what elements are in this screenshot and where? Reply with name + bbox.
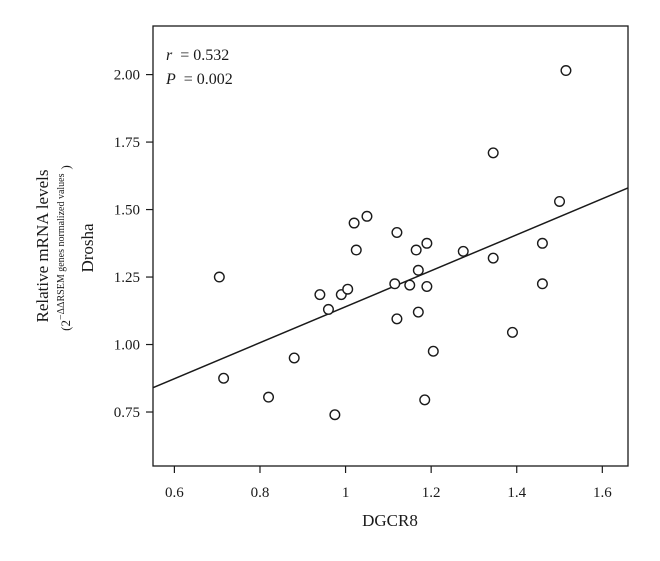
data-point: [404, 279, 416, 291]
data-point: [412, 264, 424, 276]
data-point: [391, 227, 403, 239]
y-tick-label: 0.75: [114, 405, 140, 421]
data-point: [329, 409, 341, 421]
data-point: [389, 278, 401, 290]
data-point: [536, 237, 548, 249]
x-tick-label: 1.2: [422, 485, 441, 501]
y-axis-subtitle-prefix: (2: [58, 320, 73, 331]
y-axis-gene-label: Drosha: [78, 223, 97, 273]
data-point: [263, 391, 275, 403]
data-point: [361, 210, 373, 222]
stat-r-var: r: [166, 47, 173, 64]
data-point: [348, 217, 360, 229]
y-axis-subtitle: (2−ΔΔRSEM genes normalized values): [56, 165, 73, 331]
stat-p: P = 0.002: [165, 71, 233, 88]
x-tick-label: 0.6: [165, 485, 184, 501]
x-tick-label: 0.8: [251, 485, 270, 501]
y-tick-label: 1.00: [114, 338, 140, 354]
data-point: [322, 303, 334, 315]
data-point: [421, 237, 433, 249]
x-tick-label: 1.6: [593, 485, 612, 501]
y-axis-title: Relative mRNA levels: [33, 170, 52, 323]
data-point: [314, 289, 326, 301]
data-point: [391, 313, 403, 325]
plot-frame: [152, 25, 629, 467]
stat-r: r = 0.532: [166, 47, 229, 64]
data-point: [536, 278, 548, 290]
data-point: [421, 280, 433, 292]
data-point: [487, 147, 499, 159]
data-point: [560, 65, 572, 77]
data-point: [412, 306, 424, 318]
y-axis-subtitle-superscript: −ΔΔRSEM genes normalized values: [56, 173, 67, 320]
y-axis-subtitle-suffix: ): [58, 165, 73, 169]
data-point: [506, 326, 518, 338]
y-tick-label: 1.75: [114, 135, 140, 151]
data-point: [288, 352, 300, 364]
data-point: [350, 244, 362, 256]
stat-p-value: = 0.002: [184, 71, 233, 88]
data-point: [427, 345, 439, 357]
y-tick-label: 2.00: [114, 68, 140, 84]
y-axis: 0.75 1.00 1.25 1.50 1.75 2.00: [114, 68, 153, 421]
data-point: [218, 372, 230, 384]
data-point: [554, 195, 566, 207]
data-point: [213, 271, 225, 283]
y-tick-label: 1.25: [114, 270, 140, 286]
y-tick-label: 1.50: [114, 203, 140, 219]
data-point: [419, 394, 431, 406]
stat-r-value: = 0.532: [180, 47, 229, 64]
x-tick-label: 1: [342, 485, 350, 501]
data-point: [487, 252, 499, 264]
data-points: [213, 65, 572, 421]
regression-line: [152, 187, 629, 389]
x-axis-title: DGCR8: [362, 511, 418, 530]
data-point: [410, 244, 422, 256]
data-point: [457, 245, 469, 257]
stat-p-var: P: [165, 71, 176, 88]
x-axis: 0.6 0.8 1 1.2 1.4 1.6: [165, 466, 612, 501]
x-tick-label: 1.4: [507, 485, 526, 501]
data-point: [342, 283, 354, 295]
